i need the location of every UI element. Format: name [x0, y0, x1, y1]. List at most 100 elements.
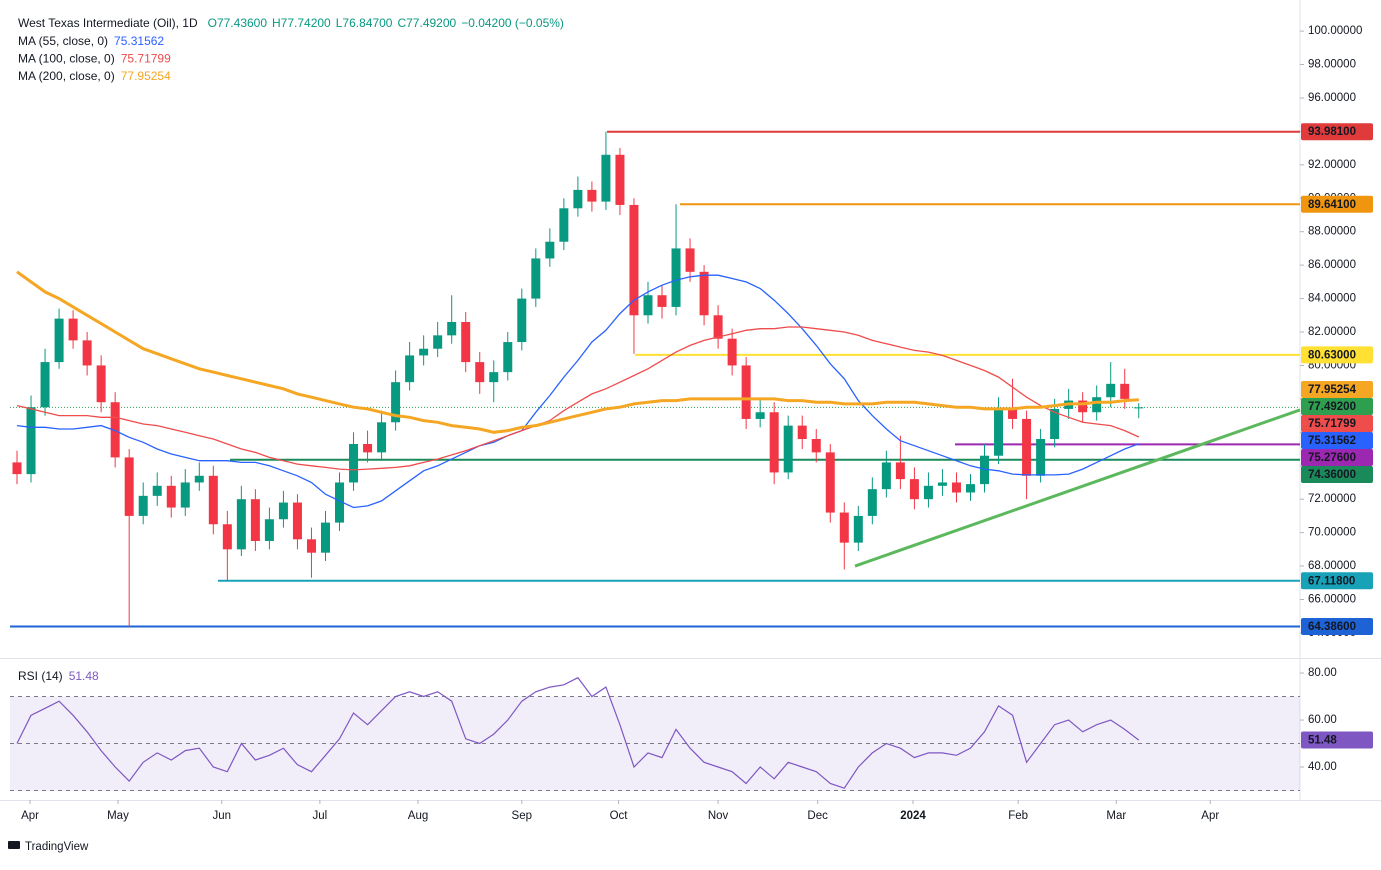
candle-body — [531, 258, 541, 299]
price-tag-bg — [1301, 465, 1373, 483]
price-tag: 64.38600 — [1308, 621, 1356, 633]
candle-body — [292, 502, 302, 540]
x-tick-label: Oct — [610, 810, 629, 822]
price-tag: 77.49200 — [1308, 401, 1356, 413]
candle-body — [433, 335, 443, 349]
candle-body — [1120, 383, 1130, 399]
candle-body — [68, 318, 78, 341]
instrument-title: West Texas Intermediate (Oil), 1D — [18, 16, 198, 30]
ma-line — [16, 274, 1140, 509]
x-tick-label: May — [107, 810, 129, 822]
price-tag: 67.11800 — [1308, 575, 1355, 587]
ma-legend-value: 77.95254 — [121, 69, 171, 83]
candle-body — [96, 365, 106, 403]
candle-body — [573, 189, 583, 209]
candle-body — [363, 444, 373, 453]
footer-brand: TradingView — [25, 841, 89, 853]
ma-legend: MA (100, close, 0) 75.71799 — [18, 52, 171, 66]
candle-body — [769, 412, 779, 473]
price-tag: 93.98100 — [1308, 126, 1356, 138]
price-tag-bg — [1301, 431, 1373, 449]
candle-body — [867, 489, 877, 516]
price-tag-bg — [1301, 380, 1373, 398]
candle-body — [1092, 397, 1102, 413]
candle-body — [405, 355, 415, 383]
ohlc-value: L76.84700 — [336, 16, 393, 30]
candle-body — [54, 318, 64, 363]
y-tick-label: 98.00000 — [1308, 59, 1356, 71]
x-tick-label: Aug — [408, 810, 428, 822]
candle-body — [685, 248, 695, 272]
price-tag-bg — [1301, 397, 1373, 415]
candle-body — [461, 321, 471, 363]
candle-body — [222, 524, 232, 550]
y-tick-label: 96.00000 — [1308, 92, 1356, 104]
candle-body — [881, 462, 891, 490]
y-tick-label: 86.00000 — [1308, 259, 1356, 271]
candle-body — [629, 204, 639, 316]
rsi-tag: 51.48 — [1308, 735, 1337, 747]
candle-body — [166, 485, 176, 508]
candle-body — [208, 475, 218, 525]
y-tick-label: 70.00000 — [1308, 527, 1356, 539]
candle-body — [797, 425, 807, 440]
candle-body — [12, 462, 22, 475]
ma-legend-value: 75.71799 — [121, 52, 171, 66]
candle-body — [727, 338, 737, 366]
candle-body — [559, 208, 569, 242]
y-tick-label: 68.00000 — [1308, 560, 1356, 572]
y-tick-label: 82.00000 — [1308, 326, 1356, 338]
candle-body — [475, 362, 485, 383]
candle-body — [895, 462, 905, 480]
candle-body — [278, 502, 288, 520]
x-tick-label: 2024 — [900, 810, 926, 822]
x-tick-label: Dec — [807, 810, 828, 822]
candle-body — [713, 315, 723, 339]
candle-body — [110, 402, 120, 458]
x-tick-label: Jun — [212, 810, 231, 822]
ohlc-value: −0.04200 (−0.05%) — [461, 16, 564, 30]
candle-body — [264, 519, 274, 541]
candle-body — [545, 241, 555, 259]
ma-line — [16, 270, 1139, 434]
candle-body — [951, 482, 961, 493]
price-tag: 89.64100 — [1308, 199, 1356, 211]
x-tick-label: Apr — [21, 810, 39, 822]
x-tick-label: Apr — [1201, 810, 1219, 822]
price-tag: 75.71799 — [1308, 418, 1356, 430]
candle-body — [391, 382, 401, 423]
candle-body — [349, 444, 359, 483]
ma-legend-name: MA (200, close, 0) — [18, 69, 115, 83]
y-tick-label: 92.00000 — [1308, 159, 1356, 171]
candle-body — [82, 340, 92, 366]
candle-body — [26, 407, 36, 475]
candle-body — [657, 295, 667, 307]
candle-body — [643, 295, 653, 316]
rsi-legend: RSI (14) 51.48 — [18, 669, 99, 683]
ma-line — [16, 326, 1140, 471]
price-tag: 74.36000 — [1308, 469, 1356, 481]
candle-body — [447, 321, 457, 336]
candle-body — [377, 422, 387, 453]
candle-body — [909, 479, 919, 500]
candle-body — [601, 154, 611, 202]
x-tick-label: Feb — [1008, 810, 1028, 822]
candle-body — [1078, 400, 1088, 413]
trendline — [854, 408, 1301, 568]
candle-body — [811, 439, 821, 453]
rsi-legend-name: RSI (14) — [18, 669, 63, 683]
x-tick-label: Sep — [512, 810, 532, 822]
candle-body — [40, 362, 50, 408]
x-tick-label: Jul — [313, 810, 328, 822]
candle-body — [124, 457, 134, 516]
price-tag-bg — [1301, 195, 1373, 213]
y-tick-label: 66.00000 — [1308, 594, 1356, 606]
price-tag-bg — [1301, 414, 1373, 432]
price-tag: 75.27600 — [1308, 452, 1356, 464]
y-tick-label: 84.00000 — [1308, 293, 1356, 305]
candle-body — [853, 515, 863, 543]
price-tag: 75.31562 — [1308, 435, 1356, 447]
